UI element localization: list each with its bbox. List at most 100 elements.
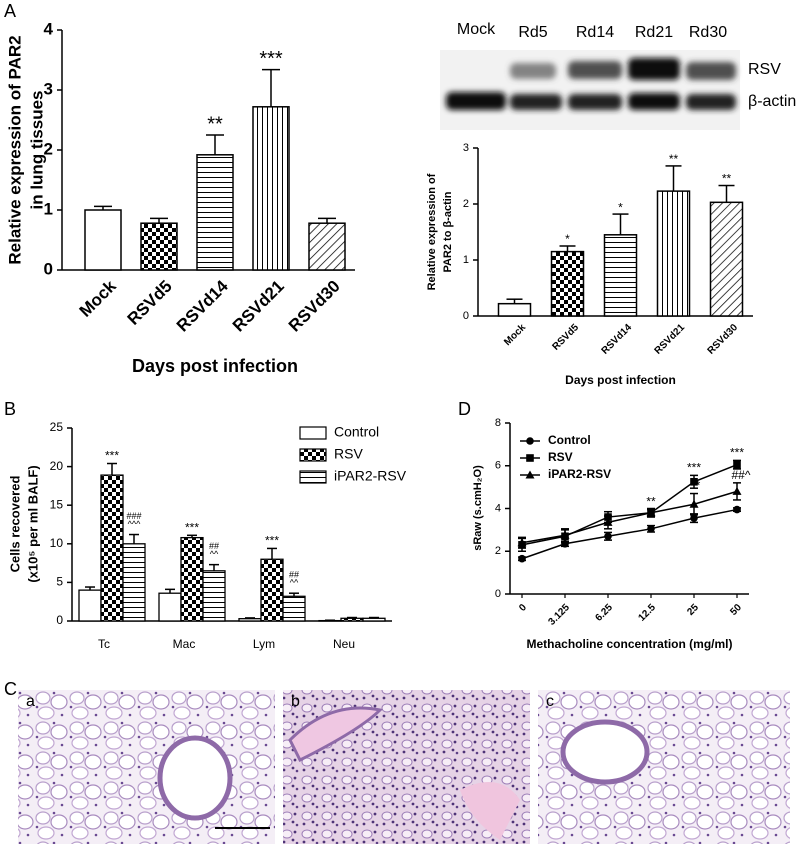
legend-marker bbox=[526, 437, 534, 445]
y-axis-label: (x10⁵ per ml BALF) bbox=[25, 465, 40, 582]
legend-label: RSV bbox=[548, 450, 573, 464]
significance-label: * bbox=[696, 479, 701, 493]
significance-label: ** bbox=[207, 113, 223, 135]
bar bbox=[181, 538, 203, 621]
y-tick-label: 15 bbox=[50, 497, 64, 511]
legend-label: iPAR2-RSV bbox=[548, 467, 611, 481]
micrograph-label: c bbox=[546, 693, 554, 710]
x-tick-label: RSVd14 bbox=[600, 322, 635, 357]
y-tick-label: 3 bbox=[463, 142, 469, 154]
panel-label: D bbox=[458, 399, 471, 419]
x-tick-label: 3.125 bbox=[547, 602, 573, 628]
blot-lane-label: Mock bbox=[457, 21, 496, 38]
bar bbox=[85, 210, 121, 270]
airway bbox=[563, 722, 647, 782]
bar bbox=[79, 590, 101, 621]
x-tick-label: Neu bbox=[333, 637, 355, 651]
significance-label: ^^^ bbox=[128, 519, 141, 529]
bar bbox=[552, 252, 584, 316]
x-tick-label: RSVd21 bbox=[653, 322, 688, 357]
significance-label: ** bbox=[646, 495, 656, 509]
bar bbox=[261, 559, 283, 621]
legend-label: Control bbox=[548, 433, 591, 447]
x-tick-label: 12.5 bbox=[636, 602, 658, 624]
blot-lane-label: Rd21 bbox=[635, 24, 673, 41]
bar bbox=[309, 223, 345, 270]
data-point bbox=[733, 506, 741, 514]
x-axis-label: Days post infection bbox=[132, 356, 298, 376]
airway bbox=[160, 738, 230, 818]
legend-swatch bbox=[300, 471, 326, 483]
legend-marker bbox=[526, 454, 534, 462]
series-line bbox=[522, 491, 737, 542]
blot-row-label: β-actin bbox=[748, 93, 796, 110]
y-tick-label: 0 bbox=[56, 613, 63, 627]
bar bbox=[141, 223, 177, 270]
significance-label: *** bbox=[259, 48, 283, 70]
legend-swatch bbox=[300, 449, 326, 461]
bar bbox=[605, 235, 637, 316]
y-tick-label: 0 bbox=[44, 259, 53, 278]
y-tick-label: 2 bbox=[495, 545, 501, 557]
y-axis-label: in lung tissues bbox=[27, 90, 46, 209]
x-tick-label: Mock bbox=[76, 276, 121, 321]
y-tick-label: 10 bbox=[50, 536, 64, 550]
x-tick-label: RSVd30 bbox=[285, 277, 344, 336]
bar bbox=[101, 475, 123, 621]
data-point bbox=[647, 525, 655, 533]
significance-label: *** bbox=[730, 446, 744, 460]
x-tick-label: RSVd5 bbox=[551, 322, 582, 353]
y-tick-label: 4 bbox=[495, 502, 501, 514]
x-tick-label: RSVd30 bbox=[706, 322, 741, 357]
bar bbox=[711, 202, 743, 316]
micrograph-label: b bbox=[291, 693, 300, 710]
x-tick-label: RSVd21 bbox=[229, 277, 288, 336]
legend-swatch bbox=[300, 427, 326, 439]
y-tick-label: 6 bbox=[495, 460, 501, 472]
x-axis-label: Methacholine concentration (mg/ml) bbox=[526, 637, 732, 651]
y-tick-label: 8 bbox=[495, 417, 501, 429]
panel-label: B bbox=[4, 399, 16, 419]
micrograph bbox=[18, 690, 275, 844]
blot-lane-label: Rd5 bbox=[518, 24, 547, 41]
significance-label: ^^ bbox=[210, 549, 219, 559]
bar bbox=[363, 618, 385, 621]
y-tick-label: 0 bbox=[495, 588, 501, 600]
significance-label: ** bbox=[669, 152, 679, 166]
micrographs: a b c bbox=[18, 690, 790, 844]
legend-label: iPAR2-RSV bbox=[334, 468, 407, 484]
x-tick-label: Mock bbox=[502, 322, 528, 348]
legend-label: Control bbox=[334, 424, 379, 440]
significance-label: ** bbox=[722, 172, 732, 186]
significance-label: *** bbox=[687, 461, 701, 475]
y-axis-label: Relative expression of PAR2 bbox=[5, 35, 24, 264]
x-tick-label: RSVd14 bbox=[173, 276, 232, 335]
y-tick-label: 5 bbox=[56, 575, 63, 589]
data-point bbox=[604, 532, 612, 540]
x-axis-label: Days post infection bbox=[565, 373, 676, 387]
data-point bbox=[733, 487, 742, 495]
significance-label: * bbox=[565, 232, 570, 246]
y-axis-label: sRaw (s.cmH₂O) bbox=[472, 465, 484, 551]
micrograph-label: a bbox=[26, 693, 35, 710]
panel-label: A bbox=[4, 1, 16, 21]
y-tick-label: 1 bbox=[463, 254, 469, 266]
x-tick-label: 25 bbox=[685, 602, 701, 618]
bar bbox=[283, 596, 305, 621]
y-axis-label: PAR2 to β-actin bbox=[442, 191, 454, 272]
y-tick-label: 2 bbox=[463, 198, 469, 210]
data-point bbox=[518, 555, 526, 563]
x-tick-label: Tc bbox=[98, 637, 110, 651]
panel-label: C bbox=[4, 679, 17, 699]
significance-label: *** bbox=[105, 449, 119, 463]
significance-label: *** bbox=[185, 520, 199, 534]
y-tick-label: 20 bbox=[50, 459, 64, 473]
x-tick-label: Mac bbox=[173, 637, 196, 651]
y-tick-label: 4 bbox=[44, 19, 54, 38]
bar bbox=[123, 544, 145, 621]
y-axis-label: Relative expression of bbox=[426, 173, 438, 290]
significance-label: *** bbox=[265, 534, 279, 548]
significance-label: * bbox=[618, 200, 623, 214]
bar bbox=[499, 304, 531, 316]
